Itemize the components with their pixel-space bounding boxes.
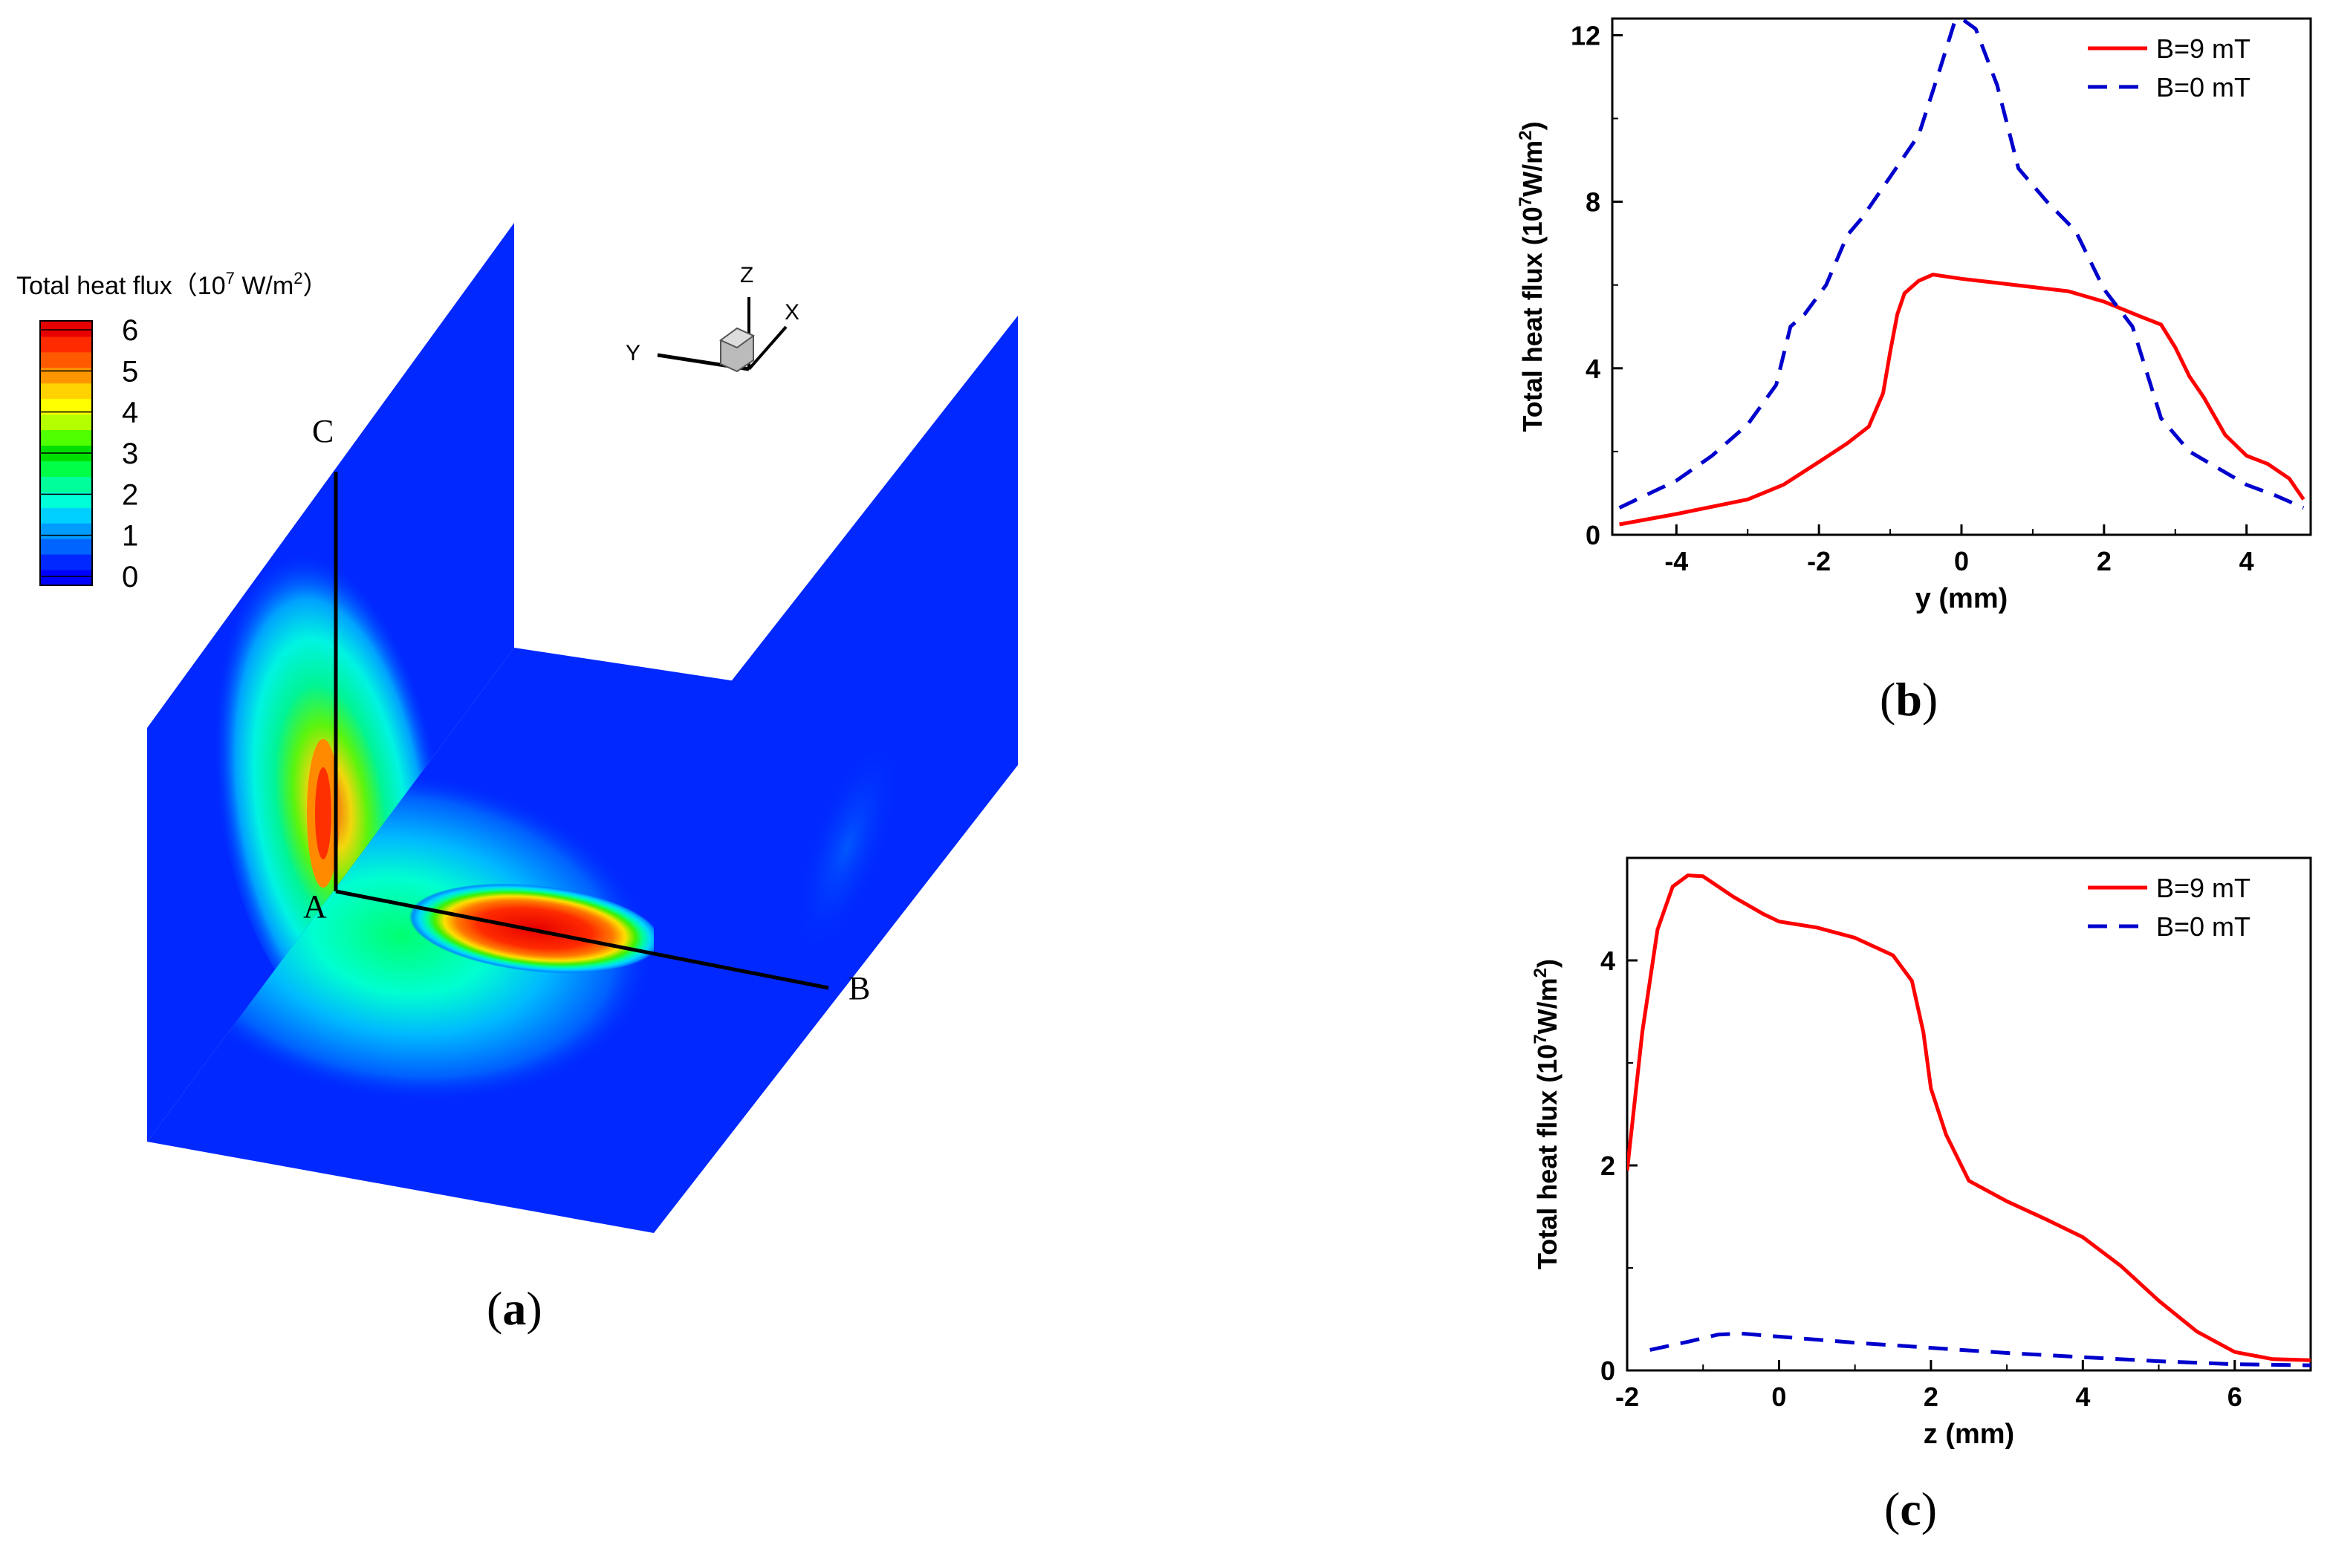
right-wall-spot xyxy=(795,741,899,952)
plot-frame xyxy=(1626,856,2312,1372)
x-tick-label: -2 xyxy=(1807,546,1831,576)
x-tick-label: 4 xyxy=(2075,1382,2090,1412)
series-line-b9 xyxy=(1619,273,2305,527)
colorbar-swatch xyxy=(40,523,92,539)
y-tick-label: 0 xyxy=(1586,520,1600,550)
colorbar-swatch xyxy=(40,351,92,368)
colorbar-swatch xyxy=(40,336,92,353)
right-wall xyxy=(654,316,1018,1233)
colorbar-swatch xyxy=(40,383,92,400)
colorbar-swatch xyxy=(40,507,92,524)
y-tick-label: 0 xyxy=(1600,1356,1615,1386)
y-axis-label: Total heat flux (107W/m2) xyxy=(1516,121,1548,432)
colorbar-tick-label: 1 xyxy=(122,520,138,553)
colorbar-tick-label: 0 xyxy=(122,561,138,593)
point-a-label: A xyxy=(303,888,327,925)
y-tick-label: 4 xyxy=(1600,946,1615,976)
axis-y-label: Y xyxy=(626,341,640,365)
point-b-label: B xyxy=(848,970,870,1006)
line-chart-b: -4 -2 0 2 4 0 4 8 12 y (mm) Total heat flux (107W/… xyxy=(1516,17,2312,614)
x-tick-label: 0 xyxy=(1954,546,1969,576)
y-tick-label: 4 xyxy=(1586,354,1600,384)
colorbar-tick-label: 4 xyxy=(122,397,138,429)
caption-b: (b) xyxy=(1880,673,1938,726)
floor-hotspot xyxy=(409,883,661,974)
colorbar-swatch xyxy=(40,461,92,477)
x-tick-label: 4 xyxy=(2239,546,2254,576)
caption-a: (a) xyxy=(487,1282,542,1335)
colorbar-swatch xyxy=(40,554,92,570)
caption-c: (c) xyxy=(1884,1483,1938,1535)
colorbar-title: Total heat flux（107 W/m2） xyxy=(16,269,328,300)
y-axis-label: Total heat flux (107W/m2) xyxy=(1531,959,1562,1269)
colorbar-swatch xyxy=(40,492,92,508)
legend-label: B=0 mT xyxy=(2156,72,2251,103)
y-tick-label: 12 xyxy=(1571,20,1600,51)
series-line-b9 xyxy=(1627,874,2311,1362)
x-tick-label: 2 xyxy=(2097,546,2112,576)
colorbar-swatch xyxy=(40,414,92,431)
point-c-label: C xyxy=(312,413,334,449)
colorbar-swatch xyxy=(40,321,92,337)
colorbar-tick-label: 3 xyxy=(122,437,138,470)
x-axis-label: z (mm) xyxy=(1924,1419,2014,1450)
colorbar-swatch xyxy=(40,429,92,446)
axis-triad: Z X Y xyxy=(626,263,799,373)
colorbar-scale xyxy=(39,320,93,586)
x-axis-label: y (mm) xyxy=(1915,583,2008,614)
colorbar-tick-label: 6 xyxy=(122,314,138,347)
y-tick-label: 8 xyxy=(1586,187,1600,218)
x-tick-label: 6 xyxy=(2227,1382,2242,1412)
colorbar-tick-label: 2 xyxy=(122,478,138,511)
series-line-b0 xyxy=(1649,1331,2311,1367)
colorbar: Total heat flux（107 W/m2） 6 5 4 3 2 1 0 xyxy=(16,269,328,593)
line-ab xyxy=(335,889,829,990)
x-tick-label: -4 xyxy=(1664,546,1688,576)
series-line-b0 xyxy=(1618,19,2305,510)
legend-label: B=9 mT xyxy=(2156,33,2251,64)
y-tick-label: 2 xyxy=(1600,1151,1615,1181)
legend-label: B=9 mT xyxy=(2156,873,2251,903)
legend-label: B=0 mT xyxy=(2156,911,2251,942)
x-tick-label: 2 xyxy=(1924,1382,1938,1412)
colorbar-tick-label: 5 xyxy=(122,355,138,388)
x-tick-label: -2 xyxy=(1615,1382,1639,1412)
axis-z-label: Z xyxy=(740,263,753,287)
contour-plot-3d: A B C Z X Y xyxy=(147,223,1018,1233)
axis-x-label: X xyxy=(785,300,799,325)
x-tick-label: 0 xyxy=(1771,1382,1786,1412)
colorbar-swatch xyxy=(40,570,92,586)
colorbar-swatch xyxy=(40,539,92,555)
colorbar-swatch xyxy=(40,476,92,492)
colorbar-swatch xyxy=(40,398,92,415)
colorbar-swatch xyxy=(40,367,92,384)
